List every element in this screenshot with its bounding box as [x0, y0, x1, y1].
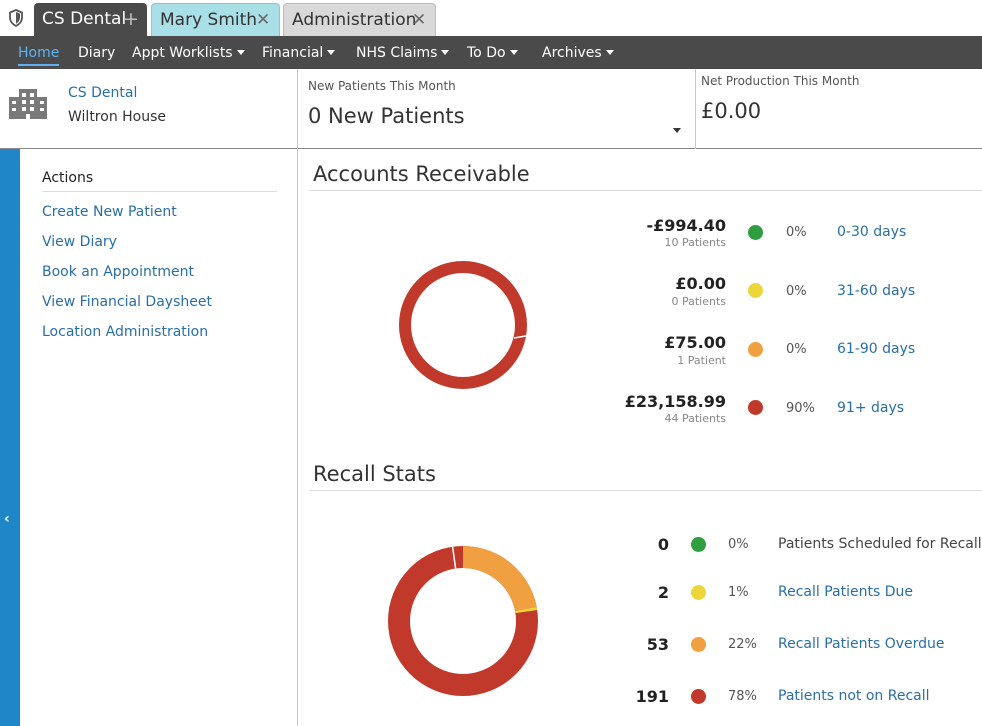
- recall-count: 53: [646, 635, 669, 654]
- recall-patients-due-link[interactable]: Recall Patients Due: [778, 584, 913, 600]
- caret-down-icon: [327, 49, 336, 55]
- tab-label: CS Dental: [42, 9, 127, 29]
- tab-administration[interactable]: Administration ✕: [283, 3, 436, 36]
- recall-stats-title: Recall Stats: [313, 462, 436, 486]
- recall-count: 0: [657, 535, 669, 554]
- status-dot: [748, 283, 763, 298]
- recall-percent: 1%: [728, 585, 749, 600]
- recall-stats-donut: [388, 546, 538, 696]
- ar-patient-count: 1 Patient: [677, 354, 726, 367]
- ar-amount: £23,158.99: [624, 392, 726, 411]
- status-dot: [748, 342, 763, 357]
- chevron-left-icon: ‹: [4, 511, 10, 527]
- ar-amount: £0.00: [675, 274, 726, 293]
- nav-financial[interactable]: Financial: [262, 36, 336, 69]
- divider: [297, 149, 298, 726]
- new-patients-value: 0 New Patients: [308, 104, 465, 128]
- nav-nhs-claims[interactable]: NHS Claims: [356, 36, 450, 69]
- tab-label: Mary Smith: [160, 10, 258, 30]
- view-diary-link[interactable]: View Diary: [42, 234, 117, 250]
- tab-label: Administration: [292, 10, 417, 30]
- accounts-receivable-donut: [399, 261, 538, 389]
- recall-label: Patients Scheduled for Recall: [778, 536, 982, 552]
- accounts-receivable-title: Accounts Receivable: [313, 162, 530, 186]
- nav-diary[interactable]: Diary: [78, 36, 115, 69]
- ar-range-link-61-90[interactable]: 61-90 days: [837, 341, 916, 357]
- nav-archives[interactable]: Archives: [542, 36, 614, 69]
- nav-label: NHS Claims: [356, 45, 438, 61]
- building-icon: [9, 89, 47, 119]
- ar-percent: 0%: [786, 225, 807, 240]
- location-administration-link[interactable]: Location Administration: [42, 324, 209, 340]
- collapse-sidebar-rail[interactable]: ‹: [0, 149, 20, 726]
- divider: [297, 69, 298, 149]
- practice-name-link[interactable]: CS Dental: [68, 85, 138, 101]
- ar-percent: 90%: [786, 401, 815, 416]
- nav-label: Appt Worklists: [132, 45, 233, 61]
- status-dot: [748, 400, 763, 415]
- divider: [695, 69, 696, 149]
- nav-label: To Do: [467, 45, 506, 61]
- status-dot: [748, 225, 763, 240]
- new-patients-label: New Patients This Month: [308, 79, 456, 93]
- ar-patient-count: 44 Patients: [664, 412, 726, 425]
- caret-down-icon: [509, 49, 518, 55]
- nav-label: Financial: [262, 45, 324, 61]
- caret-down-icon: [236, 49, 245, 55]
- divider: [309, 490, 982, 491]
- recall-percent: 78%: [728, 689, 757, 704]
- nav-appt-worklists[interactable]: Appt Worklists: [132, 36, 245, 69]
- ar-amount: -£994.40: [646, 216, 726, 235]
- ar-patient-count: 10 Patients: [664, 236, 726, 249]
- recall-count: 2: [657, 583, 669, 602]
- tab-cs-dental[interactable]: CS Dental +: [34, 3, 147, 36]
- create-new-patient-link[interactable]: Create New Patient: [42, 204, 177, 220]
- view-financial-daysheet-link[interactable]: View Financial Daysheet: [42, 294, 212, 310]
- status-dot: [691, 637, 706, 652]
- shield-icon[interactable]: [8, 9, 24, 27]
- ar-percent: 0%: [786, 342, 807, 357]
- caret-down-icon: [605, 49, 614, 55]
- ar-amount: £75.00: [664, 333, 726, 352]
- ar-range-link-91-plus[interactable]: 91+ days: [837, 400, 905, 416]
- close-icon[interactable]: ✕: [256, 10, 271, 30]
- plus-icon[interactable]: +: [123, 8, 139, 30]
- close-icon[interactable]: ✕: [412, 10, 427, 30]
- book-appointment-link[interactable]: Book an Appointment: [42, 264, 194, 280]
- tab-strip: CS Dental + Mary Smith ✕ Administration …: [0, 0, 982, 36]
- ar-range-link-31-60[interactable]: 31-60 days: [837, 283, 916, 299]
- caret-down-icon: [441, 49, 450, 55]
- nav-label: Diary: [78, 45, 116, 61]
- patients-not-on-recall-link[interactable]: Patients not on Recall: [778, 688, 930, 704]
- practice-location: Wiltron House: [68, 109, 167, 125]
- net-production-value: £0.00: [701, 99, 762, 123]
- nav-home[interactable]: Home: [18, 36, 60, 69]
- main-nav: Home Diary Appt Worklists Financial NHS …: [0, 36, 982, 69]
- ar-patient-count: 0 Patients: [671, 295, 726, 308]
- divider: [309, 190, 982, 191]
- actions-heading: Actions: [42, 170, 94, 186]
- ar-percent: 0%: [786, 284, 807, 299]
- net-production-label: Net Production This Month: [701, 74, 860, 88]
- nav-label: Home: [18, 45, 60, 61]
- tab-mary-smith[interactable]: Mary Smith ✕: [151, 3, 280, 36]
- status-dot: [691, 537, 706, 552]
- summary-row: CS Dental Wiltron House New Patients Thi…: [0, 69, 982, 149]
- recall-patients-overdue-link[interactable]: Recall Patients Overdue: [778, 636, 945, 652]
- recall-percent: 0%: [728, 537, 749, 552]
- recall-count: 191: [635, 687, 669, 706]
- recall-percent: 22%: [728, 637, 757, 652]
- status-dot: [691, 689, 706, 704]
- nav-label: Archives: [542, 45, 602, 61]
- ar-range-link-0-30[interactable]: 0-30 days: [837, 224, 907, 240]
- nav-to-do[interactable]: To Do: [467, 36, 518, 69]
- status-dot: [691, 585, 706, 600]
- dropdown-caret-icon[interactable]: [673, 128, 681, 133]
- divider: [42, 191, 277, 192]
